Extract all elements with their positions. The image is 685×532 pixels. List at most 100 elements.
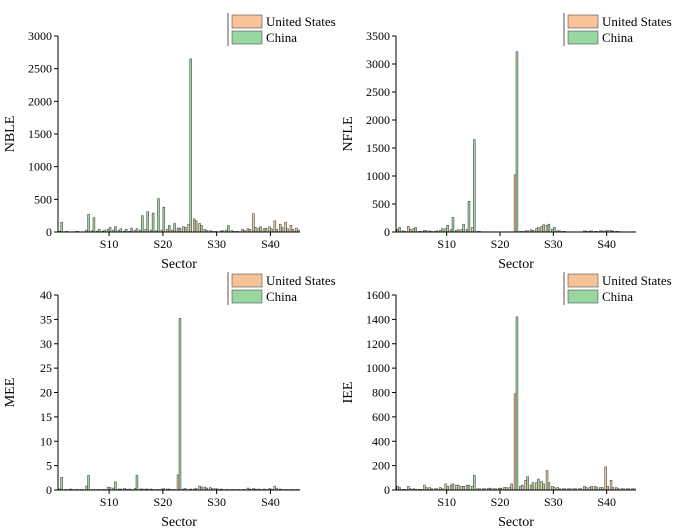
bar (414, 227, 417, 233)
bar (473, 139, 476, 233)
x-tick-label: S40 (261, 495, 280, 509)
bar (583, 486, 586, 491)
y-tick-label: 1400 (366, 312, 390, 326)
y-tick-label: 400 (372, 434, 390, 448)
bar (60, 477, 63, 491)
y-tick-label: 40 (40, 288, 52, 302)
bar (87, 214, 90, 233)
chart-panel-iee: 0 200 400 600 800 1000 1200 1400 1600 S10 S20 S30 S4… (341, 272, 672, 530)
x-tick-label: S40 (597, 495, 616, 509)
chart-panel-nble: 0 500 1000 1500 2000 2500 3000 S10 S20 S30 S40 Sect… (3, 13, 336, 272)
bar (60, 221, 63, 233)
bar (473, 475, 476, 491)
bar (114, 481, 117, 491)
y-tick-label: 2000 (366, 113, 390, 127)
bar (542, 224, 545, 233)
x-tick-label: S10 (100, 495, 119, 509)
bar (542, 483, 545, 491)
bar (176, 227, 180, 233)
y-tick-label: 3000 (366, 57, 390, 71)
bar (284, 221, 287, 233)
bar (157, 198, 160, 233)
y-tick-label: 5 (46, 459, 52, 473)
y-tick-label: 0 (46, 483, 52, 497)
bar (547, 223, 551, 233)
y-tick-label: 1500 (28, 127, 52, 141)
x-tick-label: S40 (597, 237, 616, 251)
x-tick-label: S20 (491, 495, 510, 509)
bar (227, 225, 230, 233)
y-tick-label: 10 (40, 434, 52, 448)
bar (264, 227, 268, 233)
bar (529, 484, 533, 491)
x-axis-label: Sector (498, 515, 534, 530)
series-china (398, 316, 636, 491)
y-tick-label: 1600 (366, 288, 390, 302)
legend-swatch-china (567, 289, 599, 304)
bar (184, 227, 187, 233)
x-tick-label: S20 (154, 495, 173, 509)
bar (289, 225, 293, 233)
bar (198, 223, 201, 233)
bar (444, 228, 447, 233)
bar (273, 220, 277, 233)
bar (151, 212, 155, 233)
bar (87, 475, 90, 491)
bar (535, 482, 538, 491)
bar (537, 478, 540, 491)
bar (273, 485, 277, 491)
bar (259, 226, 262, 233)
x-axis-label: Sector (161, 515, 197, 530)
y-axis-label: IEE (341, 382, 356, 404)
y-axis-label: NBLE (3, 116, 18, 153)
legend-label: United States (602, 273, 672, 288)
y-tick-label: 2000 (28, 94, 52, 108)
bar (407, 486, 410, 491)
bar (531, 482, 535, 491)
bar (593, 486, 597, 491)
y-tick-label: 800 (372, 386, 390, 400)
bar (92, 217, 96, 233)
bar (551, 486, 554, 491)
bar (280, 227, 284, 233)
bar (423, 484, 426, 491)
bar (467, 200, 471, 233)
bar (545, 470, 549, 491)
bar (162, 206, 166, 233)
bar (540, 481, 543, 491)
bar (513, 174, 517, 233)
bar (471, 227, 474, 233)
bar (521, 484, 524, 491)
legend-label: China (266, 289, 297, 304)
y-tick-label: 25 (40, 361, 52, 375)
bar (609, 480, 613, 491)
bar (441, 228, 444, 233)
bar (114, 226, 117, 233)
y-tick-label: 1000 (366, 169, 390, 183)
bar (85, 485, 88, 491)
bar (192, 218, 196, 233)
y-tick-label: 500 (372, 197, 390, 211)
bar (257, 227, 260, 233)
bar (526, 476, 529, 491)
bar (135, 475, 139, 491)
bar (176, 474, 180, 491)
bar (252, 213, 255, 233)
y-tick-label: 500 (34, 192, 52, 206)
bar (535, 228, 538, 233)
bar (108, 227, 112, 233)
y-tick-label: 3000 (28, 29, 52, 43)
bar (524, 480, 527, 491)
bar (540, 226, 543, 233)
legend-swatch-united-states (567, 273, 599, 288)
bar (407, 226, 410, 233)
legend-swatch-united-states (567, 14, 599, 29)
legend-swatch-china (231, 30, 263, 45)
bar (510, 483, 513, 491)
y-tick-label: 600 (372, 410, 390, 424)
bar (444, 483, 447, 491)
bar (457, 484, 460, 491)
bar (590, 486, 593, 491)
